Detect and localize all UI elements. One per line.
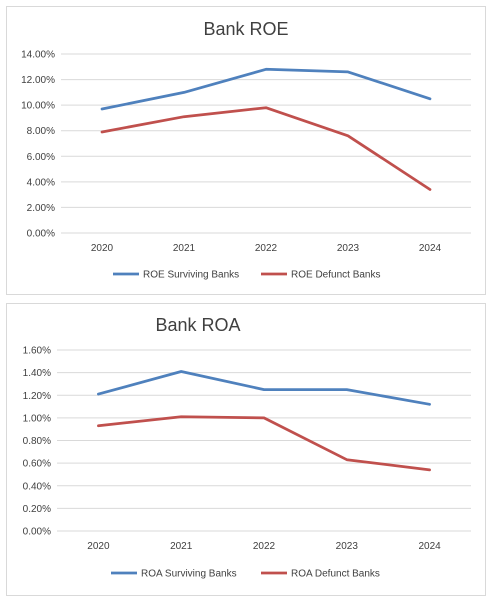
roe-x-tick-label: 2023 xyxy=(337,243,360,254)
roe-series-line-defunct xyxy=(100,106,432,191)
roe-x-tick-label: 2024 xyxy=(419,243,442,254)
roa-x-tick-label: 2022 xyxy=(253,541,276,552)
roa-y-tick-label: 1.00% xyxy=(23,413,51,424)
roa-y-tick-label: 0.80% xyxy=(23,436,51,447)
roe-legend-label: ROE Defunct Banks xyxy=(291,270,380,281)
roe-y-tick-label: 2.00% xyxy=(27,203,55,214)
roa-y-tick-label: 0.40% xyxy=(23,481,51,492)
roe-x-tick-label: 2021 xyxy=(173,243,196,254)
roa-chart-title: Bank ROA xyxy=(155,315,240,335)
roa-y-tick-label: 1.20% xyxy=(23,391,51,402)
roa-y-tick-label: 1.40% xyxy=(23,368,51,379)
roe-series-line-surviving xyxy=(100,67,432,111)
roe-x-tick-label: 2020 xyxy=(91,243,114,254)
roa-legend-label: ROA Defunct Banks xyxy=(291,569,380,580)
roa-y-tick-label: 0.20% xyxy=(23,504,51,515)
roa-legend-label: ROA Surviving Banks xyxy=(141,569,237,580)
roa-series-line-defunct xyxy=(97,415,431,472)
roa-series-line-surviving xyxy=(97,370,431,406)
roe-chart: Bank ROE 0.00% 2.00% 4.00% 6.00% 8.00% 10.00% 1… xyxy=(21,19,471,281)
roa-chart-panel: Bank ROA 0.00% 0.20% 0.40% 0.60% 0.80% 1.00% 1.… xyxy=(6,303,486,596)
roe-y-tick-label: 0.00% xyxy=(27,229,55,240)
roa-x-tick-label: 2021 xyxy=(170,541,193,552)
roe-y-tick-label: 6.00% xyxy=(27,152,55,163)
roe-y-tick-label: 14.00% xyxy=(21,50,55,61)
roe-y-tick-label: 12.00% xyxy=(21,75,55,86)
roa-x-tick-label: 2024 xyxy=(418,541,441,552)
roe-legend-label: ROE Surviving Banks xyxy=(143,270,239,281)
roe-y-tick-label: 8.00% xyxy=(27,126,55,137)
roe-x-tick-label: 2022 xyxy=(255,243,278,254)
roa-chart: Bank ROA 0.00% 0.20% 0.40% 0.60% 0.80% 1.00% 1.… xyxy=(23,315,471,580)
roe-chart-title: Bank ROE xyxy=(203,19,288,39)
roa-x-tick-label: 2023 xyxy=(336,541,359,552)
roa-x-tick-label: 2020 xyxy=(87,541,110,552)
roe-y-tick-label: 10.00% xyxy=(21,101,55,112)
roe-y-tick-label: 4.00% xyxy=(27,177,55,188)
roe-chart-panel: Bank ROE 0.00% 2.00% 4.00% 6.00% 8.00% 10.00% 1… xyxy=(6,6,486,295)
roa-y-tick-label: 0.00% xyxy=(23,527,51,538)
roa-y-tick-label: 0.60% xyxy=(23,459,51,470)
roa-y-tick-label: 1.60% xyxy=(23,346,51,357)
